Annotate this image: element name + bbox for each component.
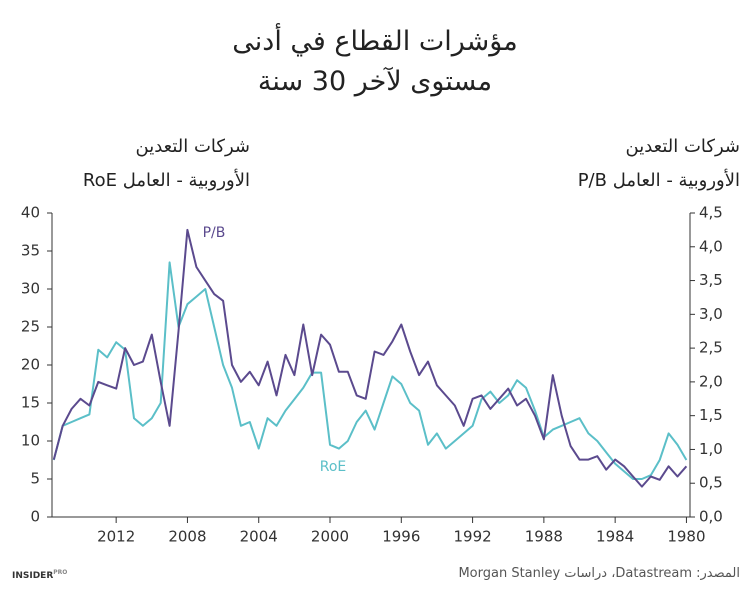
y2-tick-label: 0,0 (699, 508, 723, 526)
y-label: الأوروبية - العامل RoE (82, 170, 250, 191)
y2-label: شركات التعدين (625, 136, 741, 157)
y2-tick-label: 4,5 (699, 204, 723, 222)
source: المصدر: Datastream، دراسات Morgan Stanle… (458, 566, 740, 581)
x-tick-label: 1984 (596, 528, 634, 546)
x-tick-label: 2008 (168, 528, 206, 546)
series-line (52, 261, 688, 480)
y2-axis-title: شركات التعدين الأوروبية - العامل P/B (480, 130, 740, 198)
y-tick-label: 0 (30, 508, 40, 526)
y-tick-label: 40 (21, 204, 40, 222)
y2-tick-label: 1,5 (699, 406, 723, 424)
y2-label: الأوروبية - العامل P/B (577, 170, 740, 191)
y-tick-label: 10 (21, 432, 40, 450)
series-label: P/B (203, 225, 226, 241)
y-axis-title: شركات التعدين الأوروبية - العامل RoE (10, 130, 250, 198)
y-tick-label: 25 (21, 318, 40, 336)
y2-tick-label: 0,5 (699, 474, 723, 492)
y-tick-label: 20 (21, 356, 40, 374)
y2-tick-label: 1,0 (699, 440, 723, 458)
x-tick-label: 1992 (453, 528, 491, 546)
y-tick-label: 5 (30, 470, 40, 488)
brand-tag: PRO (53, 569, 68, 576)
x-tick-label: 1996 (382, 528, 420, 546)
y-tick-label: 35 (21, 242, 40, 260)
y-label: شركات التعدين (135, 136, 251, 157)
x-tick-label: 1980 (667, 528, 705, 546)
y2-tick-label: 3,0 (699, 305, 723, 323)
y-tick-label: 30 (21, 280, 40, 298)
y-tick-label: 15 (21, 394, 40, 412)
y2-tick-label: 2,5 (699, 339, 723, 357)
x-tick-label: 1988 (525, 528, 563, 546)
title-block: مؤشرات القطاع في أدنى مستوى لآخر 30 سنة (0, 22, 750, 102)
y2-tick-label: 4,0 (699, 237, 723, 255)
x-tick-label: 2000 (311, 528, 349, 546)
series-label: RoE (320, 459, 347, 475)
chart-title: مستوى لآخر 30 سنة (257, 66, 493, 97)
series-line (52, 228, 688, 488)
brand-name: INSIDER (12, 571, 54, 581)
y2-tick-label: 3,5 (699, 271, 723, 289)
chart-title: مؤشرات القطاع في أدنى (232, 26, 518, 57)
x-tick-label: 2012 (97, 528, 135, 546)
y2-tick-label: 2,0 (699, 372, 723, 390)
brand: INSIDERPRO (12, 569, 67, 581)
x-tick-label: 2004 (240, 528, 278, 546)
